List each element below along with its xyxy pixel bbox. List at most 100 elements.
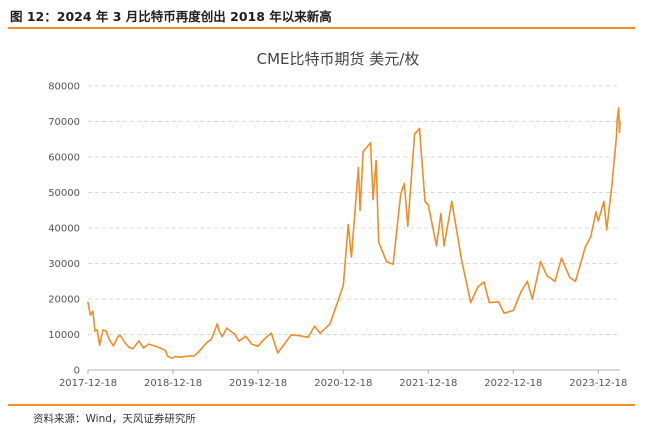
y-tick-label: 10000 [48, 330, 80, 341]
data-point [105, 330, 107, 332]
data-point [87, 301, 89, 304]
data-point [347, 223, 350, 226]
source-note: 资料来源：Wind，天风证券研究所 [33, 413, 196, 425]
y-tick-label: 20000 [48, 295, 80, 306]
data-point [616, 118, 618, 121]
data-point [329, 323, 331, 326]
data-point [403, 182, 406, 185]
data-point [342, 284, 345, 287]
data-point [520, 291, 522, 293]
data-point [319, 332, 322, 334]
data-point [193, 355, 196, 357]
x-tick-label: 2019-12-18 [229, 378, 287, 389]
data-point [359, 209, 361, 212]
data-point [440, 213, 442, 215]
data-point [174, 355, 177, 358]
data-point [197, 351, 199, 354]
data-point [263, 338, 266, 340]
data-point [298, 334, 300, 337]
data-point [210, 338, 212, 341]
data-point [413, 133, 416, 135]
data-point [512, 309, 515, 312]
data-point [94, 330, 96, 332]
data-point [443, 245, 445, 247]
data-point [357, 166, 360, 169]
data-point [539, 260, 542, 263]
y-tick-label: 0 [74, 366, 80, 377]
data-point [451, 200, 453, 203]
data-point [497, 301, 500, 303]
data-point [179, 356, 182, 359]
data-point [369, 142, 372, 144]
data-point [488, 301, 491, 304]
bottom-rule [8, 404, 635, 406]
data-point [560, 257, 563, 260]
data-point [597, 220, 600, 222]
data-point [164, 349, 166, 351]
data-point [124, 342, 127, 345]
data-point [234, 333, 236, 336]
y-axis: 0 10000 20000 30000 40000 50000 60000 70000 8000… [48, 82, 80, 377]
x-axis: 2017-12-18 2018-12-18 2019-12-18 2020-12-18… [59, 369, 627, 389]
data-point [281, 345, 284, 348]
data-point [98, 344, 101, 346]
data-point [307, 336, 309, 339]
y-tick-label: 80000 [48, 82, 80, 93]
data-point [418, 127, 421, 130]
data-point [132, 347, 134, 350]
data-point [595, 211, 597, 213]
data-point [619, 120, 621, 123]
figure-title: 图 12：2024 年 3 月比特币再度创出 2018 年以来新高 [10, 9, 332, 24]
data-point [108, 339, 111, 341]
data-point [238, 340, 240, 343]
y-tick-label: 70000 [48, 117, 80, 128]
data-point [503, 312, 506, 315]
x-tick-label: 2020-12-18 [314, 378, 372, 389]
data-point [617, 107, 620, 109]
data-point [477, 285, 479, 288]
data-point [615, 134, 618, 137]
data-point [251, 343, 253, 346]
y-tick-label: 30000 [48, 259, 80, 270]
data-point [605, 229, 608, 231]
data-point [569, 276, 571, 279]
data-point [156, 345, 158, 348]
data-point [102, 329, 104, 332]
grid-lines [88, 85, 620, 335]
data-point [424, 200, 426, 203]
data-point [460, 259, 463, 261]
data-point [377, 241, 380, 243]
data-point [483, 281, 485, 283]
x-tick-label: 2022-12-18 [484, 378, 542, 389]
data-point [257, 345, 259, 348]
data-point [89, 314, 92, 316]
data-point [350, 256, 353, 258]
data-point [526, 280, 529, 283]
data-point [584, 245, 587, 248]
data-point [400, 192, 402, 195]
data-point [392, 263, 394, 266]
chart-title: CME比特币期货 美元/枚 [257, 50, 420, 68]
x-tick-label: 2021-12-18 [399, 378, 457, 389]
data-point [611, 182, 613, 185]
data-point [531, 298, 534, 300]
data-point [92, 310, 94, 313]
data-point [138, 340, 140, 342]
data-point [147, 343, 150, 345]
data-point [142, 347, 145, 349]
data-point [589, 236, 592, 238]
data-point [218, 330, 220, 332]
data-point [469, 301, 472, 304]
data-point [603, 200, 605, 203]
x-tick-label: 2023-12-18 [569, 378, 627, 389]
data-point [385, 260, 388, 263]
data-point [221, 335, 223, 338]
data-point [427, 204, 430, 206]
data-point [277, 352, 279, 354]
data-point [186, 355, 189, 358]
data-point [112, 345, 115, 347]
data-point [407, 225, 409, 227]
data-point [290, 334, 292, 336]
data-point [375, 159, 377, 162]
